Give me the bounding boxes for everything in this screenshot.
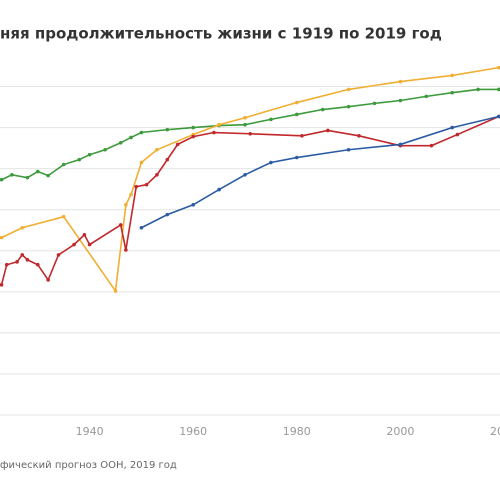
data-point bbox=[118, 223, 123, 227]
data-point bbox=[134, 184, 139, 189]
data-point bbox=[212, 130, 216, 135]
data-point bbox=[398, 79, 403, 84]
data-point bbox=[139, 225, 144, 230]
data-point bbox=[20, 225, 25, 230]
data-point bbox=[118, 140, 123, 145]
data-point bbox=[295, 100, 299, 105]
data-point bbox=[243, 173, 247, 177]
data-point bbox=[72, 242, 76, 247]
data-point bbox=[191, 125, 195, 130]
data-point bbox=[429, 143, 434, 148]
data-point bbox=[357, 134, 361, 138]
data-point bbox=[144, 182, 149, 187]
data-point bbox=[10, 173, 14, 177]
data-point bbox=[155, 173, 159, 177]
data-point bbox=[0, 235, 4, 240]
data-point bbox=[269, 160, 273, 165]
data-point bbox=[346, 104, 351, 109]
data-point bbox=[320, 107, 325, 112]
data-point bbox=[0, 177, 4, 182]
data-point bbox=[217, 187, 221, 192]
data-point bbox=[165, 127, 170, 132]
series-line bbox=[1, 66, 499, 294]
data-point bbox=[4, 262, 9, 267]
data-point bbox=[497, 87, 500, 92]
data-point bbox=[269, 117, 273, 122]
data-point bbox=[497, 65, 500, 70]
data-point bbox=[450, 125, 455, 130]
data-point bbox=[455, 132, 460, 137]
data-point bbox=[129, 135, 133, 140]
data-point bbox=[424, 94, 429, 99]
x-tick-label: 2020 bbox=[490, 425, 500, 438]
data-point bbox=[346, 87, 351, 92]
data-point bbox=[191, 202, 195, 207]
data-point bbox=[243, 115, 247, 120]
data-point bbox=[87, 242, 92, 247]
data-point bbox=[295, 155, 299, 160]
data-point bbox=[103, 147, 107, 152]
data-point bbox=[191, 134, 195, 139]
data-point bbox=[82, 232, 87, 237]
data-point bbox=[175, 142, 180, 147]
source-note: фический прогноз ООН, 2019 год bbox=[0, 460, 177, 471]
data-point bbox=[36, 262, 40, 267]
series-line bbox=[0, 115, 500, 286]
data-point bbox=[15, 260, 19, 264]
data-point bbox=[300, 134, 304, 138]
data-point bbox=[61, 162, 66, 167]
data-point bbox=[129, 192, 133, 197]
data-point bbox=[56, 253, 61, 257]
data-point bbox=[398, 142, 403, 147]
data-point bbox=[372, 101, 377, 106]
data-point bbox=[77, 157, 82, 162]
x-tick-label: 1960 bbox=[179, 425, 207, 438]
data-point bbox=[139, 130, 144, 135]
data-point bbox=[124, 202, 128, 207]
data-point bbox=[87, 152, 92, 157]
data-point bbox=[248, 131, 252, 136]
data-point bbox=[398, 98, 403, 103]
x-tick-label: 1980 bbox=[283, 425, 311, 438]
data-point bbox=[20, 253, 25, 257]
data-point bbox=[46, 173, 50, 178]
chart-title: няя продолжительность жизни с 1919 по 20… bbox=[0, 25, 442, 43]
data-point bbox=[295, 112, 299, 117]
x-tick-label: 1940 bbox=[76, 425, 104, 438]
data-point bbox=[476, 87, 480, 92]
data-point bbox=[155, 147, 159, 152]
data-point bbox=[165, 157, 170, 162]
data-point bbox=[450, 90, 455, 95]
data-point bbox=[346, 147, 351, 152]
data-point bbox=[0, 283, 4, 287]
data-point bbox=[61, 214, 66, 219]
data-point bbox=[497, 114, 500, 119]
data-point bbox=[113, 289, 118, 293]
data-point bbox=[124, 248, 128, 252]
data-point bbox=[217, 122, 221, 127]
data-point bbox=[450, 73, 455, 78]
data-point bbox=[25, 257, 30, 262]
data-point bbox=[165, 212, 170, 217]
data-point bbox=[243, 122, 247, 127]
series-line bbox=[1, 88, 499, 181]
data-point bbox=[36, 169, 40, 174]
data-point bbox=[46, 278, 50, 282]
x-tick-label: 2000 bbox=[386, 425, 414, 438]
data-point bbox=[139, 160, 144, 165]
data-point bbox=[25, 175, 30, 180]
data-point bbox=[326, 128, 330, 133]
